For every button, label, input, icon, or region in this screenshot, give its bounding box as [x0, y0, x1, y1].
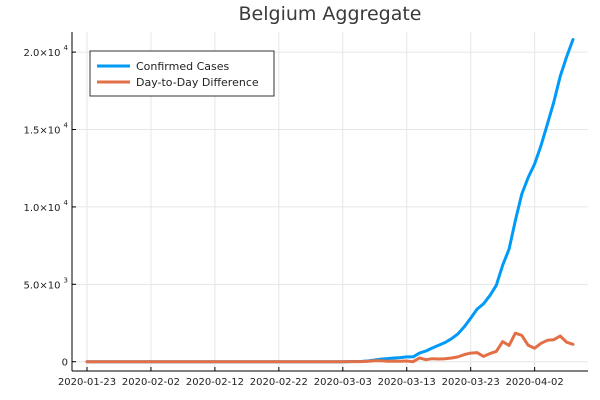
x-tick-label: 2020-01-23 — [58, 377, 116, 388]
legend-label-day-to-day-difference: Day-to-Day Difference — [136, 76, 259, 89]
y-tick-label: 1.5×10 4 — [24, 122, 69, 137]
axes: 2020-01-23 2020-02-02 2020-02-12 2020-02-22… — [24, 32, 588, 388]
y-tick-label: 5.0×10 3 — [24, 276, 68, 291]
legend-box — [89, 50, 275, 97]
x-tick-label: 2020-03-03 — [314, 377, 372, 388]
series-lines — [85, 38, 575, 364]
x-tick-label: 2020-04-02 — [506, 377, 564, 388]
legend-label-confirmed-cases: Confirmed Cases — [136, 60, 230, 73]
x-tick-label: 2020-02-12 — [186, 377, 244, 388]
x-tick-label: 2020-02-22 — [250, 377, 308, 388]
x-tick-label: 2020-02-02 — [122, 377, 180, 388]
chart-title: Belgium Aggregate — [239, 3, 422, 25]
legend: Confirmed Cases Day-to-Day Difference — [89, 50, 275, 97]
x-tick-label: 2020-03-23 — [442, 377, 500, 388]
x-tick-label: 2020-03-13 — [378, 377, 436, 388]
y-tick-label: 1.0×10 4 — [24, 199, 69, 214]
series-line-day-to-day-difference — [85, 331, 575, 364]
y-tick-label: 0 — [62, 358, 68, 369]
y-tick-label: 2.0×10 4 — [24, 44, 69, 59]
